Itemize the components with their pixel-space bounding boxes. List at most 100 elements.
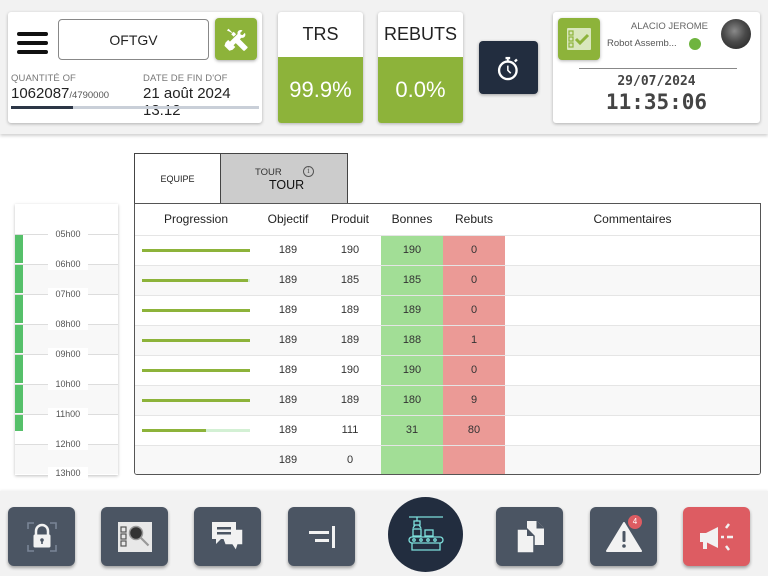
rebuts-cell[interactable] [443,445,505,474]
production-line-button[interactable] [388,497,463,572]
kpi-rebuts[interactable]: REBUTS 0.0% [378,12,463,123]
table-row[interactable]: 189 190 190 0 [135,235,760,266]
avatar[interactable] [721,19,751,49]
of-progress-bar [11,106,259,109]
produit-cell: 189 [319,325,381,356]
timeline-bar [15,294,23,323]
rebuts-cell[interactable]: 0 [443,235,505,266]
progress-cell [135,235,257,266]
chat-icon [211,521,244,553]
end-date-value: 21 août 2024 13:12 [143,85,231,119]
bonnes-cell: 189 [381,295,443,326]
rebuts-cell[interactable]: 80 [443,415,505,446]
hamburger-line [17,50,48,54]
documents-button[interactable] [496,507,563,566]
objectif-cell: 189 [257,265,319,296]
status-indicator [689,38,701,50]
objectif-cell: 189 [257,295,319,326]
rebuts-cell[interactable]: 0 [443,295,505,326]
messages-button[interactable] [194,507,261,566]
rebuts-cell[interactable]: 1 [443,325,505,356]
current-time: 11:35:06 [605,90,708,114]
commentaire-cell[interactable] [505,445,760,474]
table-header-row: Progression Objectif Produit Bonnes Rebu… [135,204,760,236]
table-row[interactable]: 189 0 [135,445,760,474]
commentaire-cell[interactable] [505,325,760,356]
hour-label: 06h00 [48,258,88,270]
produit-cell: 111 [319,415,381,446]
col-rebuts: Rebuts [443,204,505,236]
col-produit: Produit [319,204,381,236]
kpi-value: 0.0% [378,57,463,123]
kpi-trs[interactable]: TRS 99.9% [278,12,363,123]
table-row[interactable]: 189 190 190 0 [135,355,760,386]
commentaire-cell[interactable] [505,415,760,446]
tools-icon [224,28,248,51]
rebuts-cell[interactable]: 0 [443,265,505,296]
produit-cell: 189 [319,385,381,416]
menu-button[interactable] [17,29,49,59]
rebuts-cell[interactable]: 9 [443,385,505,416]
align-right-icon [308,525,335,548]
hamburger-line [17,32,48,36]
table-row[interactable]: 189 189 189 0 [135,295,760,326]
announce-button[interactable] [683,507,750,566]
hour-label: 07h00 [48,288,88,300]
table-row[interactable]: 189 189 180 9 [135,385,760,416]
lock-button[interactable] [8,507,75,566]
objectif-cell: 189 [257,325,319,356]
bottom-toolbar: 4 [0,491,768,576]
hamburger-line [17,41,48,45]
hour-label: 13h00 [48,467,88,479]
hour-label: 10h00 [48,378,88,390]
bonnes-cell: 31 [381,415,443,446]
commentaire-cell[interactable] [505,355,760,386]
tab-tour[interactable]: TOUR i TOUR [220,153,348,204]
table-row[interactable]: 189 189 188 1 [135,325,760,356]
inspection-button[interactable] [101,507,168,566]
progress-cell [135,385,257,416]
top-bar: OFTGV QUANTITÉ OF 1062087/4790000 DATE D… [0,0,768,134]
alert-count-badge: 4 [628,515,642,529]
tab-label: TOUR [269,178,305,192]
commentaire-cell[interactable] [505,295,760,326]
progress-cell [135,415,257,446]
timeline-bar [15,414,23,431]
checklist-button[interactable] [558,18,600,60]
table-row[interactable]: 189 111 31 80 [135,415,760,446]
table-row[interactable]: 189 185 185 0 [135,265,760,296]
quantity-label: QUANTITÉ OF [11,73,76,84]
stopwatch-icon [497,56,518,80]
bonnes-cell: 188 [381,325,443,356]
tab-equipe[interactable]: EQUIPE [134,153,221,204]
produit-cell: 190 [319,235,381,266]
of-code-field[interactable]: OFTGV [58,19,209,60]
tab-label: EQUIPE [160,174,195,184]
commentaire-cell[interactable] [505,265,760,296]
kpi-title: TRS [302,24,339,44]
progress-cell [135,295,257,326]
col-commentaires: Commentaires [505,204,760,236]
commentaire-cell[interactable] [505,235,760,266]
rebuts-cell[interactable]: 0 [443,355,505,386]
timeline-bar [15,384,23,413]
info-icon[interactable]: i [303,166,314,177]
produit-cell: 190 [319,355,381,386]
progress-cell [135,265,257,296]
objectif-cell: 189 [257,415,319,446]
produit-cell: 189 [319,295,381,326]
align-button[interactable] [288,507,355,566]
hour-label: 05h00 [48,228,88,240]
tools-button[interactable] [215,18,257,60]
quantity-done: 1062087 [11,85,70,102]
progress-bar [142,338,250,342]
commentaire-cell[interactable] [505,385,760,416]
kpi-value: 99.9% [278,57,363,123]
col-objectif: Objectif [257,204,319,236]
alerts-button[interactable]: 4 [590,507,657,566]
objectif-cell: 189 [257,445,319,474]
checklist-icon [567,28,591,50]
timeline-bar [15,234,23,263]
stopwatch-button[interactable] [479,41,538,94]
produit-cell: 185 [319,265,381,296]
